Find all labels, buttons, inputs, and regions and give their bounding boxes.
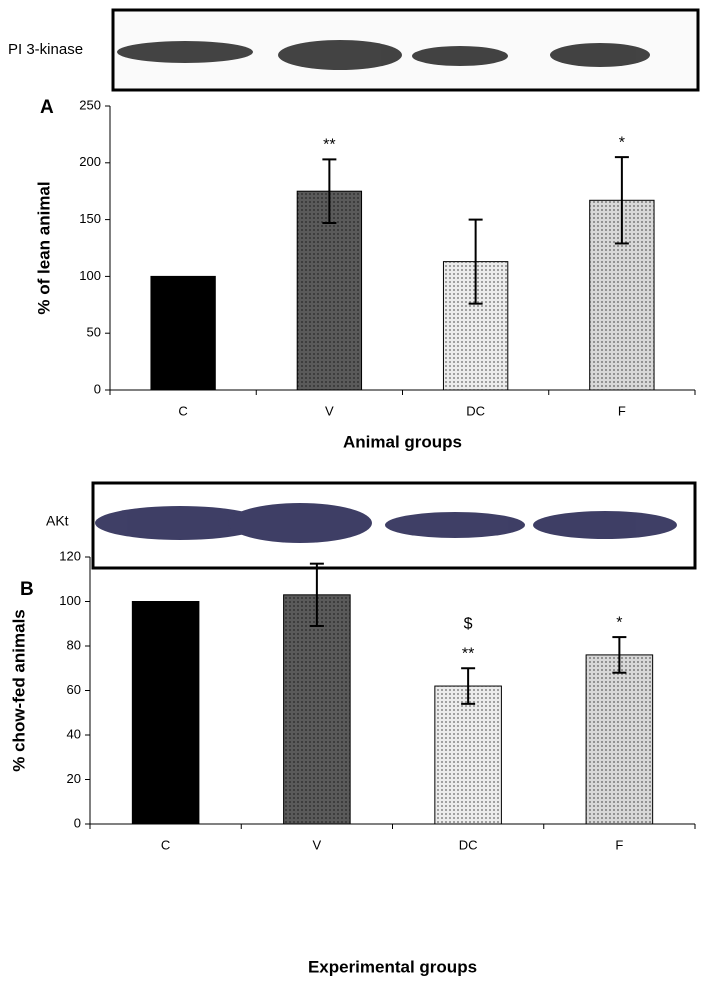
significance: * [619, 134, 625, 151]
blot-bands [95, 503, 677, 543]
x-tick-label: DC [466, 403, 485, 418]
significance: ** [323, 137, 335, 154]
significance: * [616, 614, 622, 631]
x-tick-label: C [161, 837, 170, 852]
y-tick-label: 20 [67, 771, 81, 786]
y-axis-title: % of lean animal [34, 181, 53, 314]
significance: ** [462, 645, 474, 662]
y-tick-label: 250 [79, 97, 101, 112]
y-tick-label: 50 [87, 325, 101, 340]
y-tick-label: 100 [79, 268, 101, 283]
significance: $ [464, 615, 473, 632]
bar [150, 275, 216, 391]
bar-texture [297, 191, 362, 390]
panel-label: B [20, 579, 34, 600]
y-tick-label: 80 [67, 637, 81, 652]
y-tick-label: 150 [79, 211, 101, 226]
blot-label: PI 3-kinase [8, 41, 83, 58]
panel-label: A [40, 97, 54, 118]
y-tick-label: 40 [67, 726, 81, 741]
bar-texture [434, 686, 502, 824]
x-tick-label: V [313, 837, 322, 852]
x-axis-title: Experimental groups [308, 957, 477, 976]
y-tick-label: 0 [94, 381, 101, 396]
y-tick-label: 100 [59, 593, 81, 608]
bar [131, 601, 200, 825]
y-axis-title: % chow-fed animals [9, 609, 28, 771]
x-tick-label: V [325, 403, 334, 418]
y-tick-label: 120 [59, 548, 81, 563]
x-axis-title: Animal groups [343, 432, 462, 451]
x-tick-label: F [615, 837, 623, 852]
x-tick-label: F [618, 403, 626, 418]
y-tick-label: 0 [74, 815, 81, 830]
bar-texture [586, 654, 653, 824]
blot-label: AKt [46, 513, 69, 529]
x-tick-label: C [178, 403, 187, 418]
bar-texture [283, 594, 351, 824]
blot-bands [117, 40, 650, 70]
x-tick-label: DC [459, 837, 478, 852]
y-tick-label: 200 [79, 154, 101, 169]
y-tick-label: 60 [67, 682, 81, 697]
